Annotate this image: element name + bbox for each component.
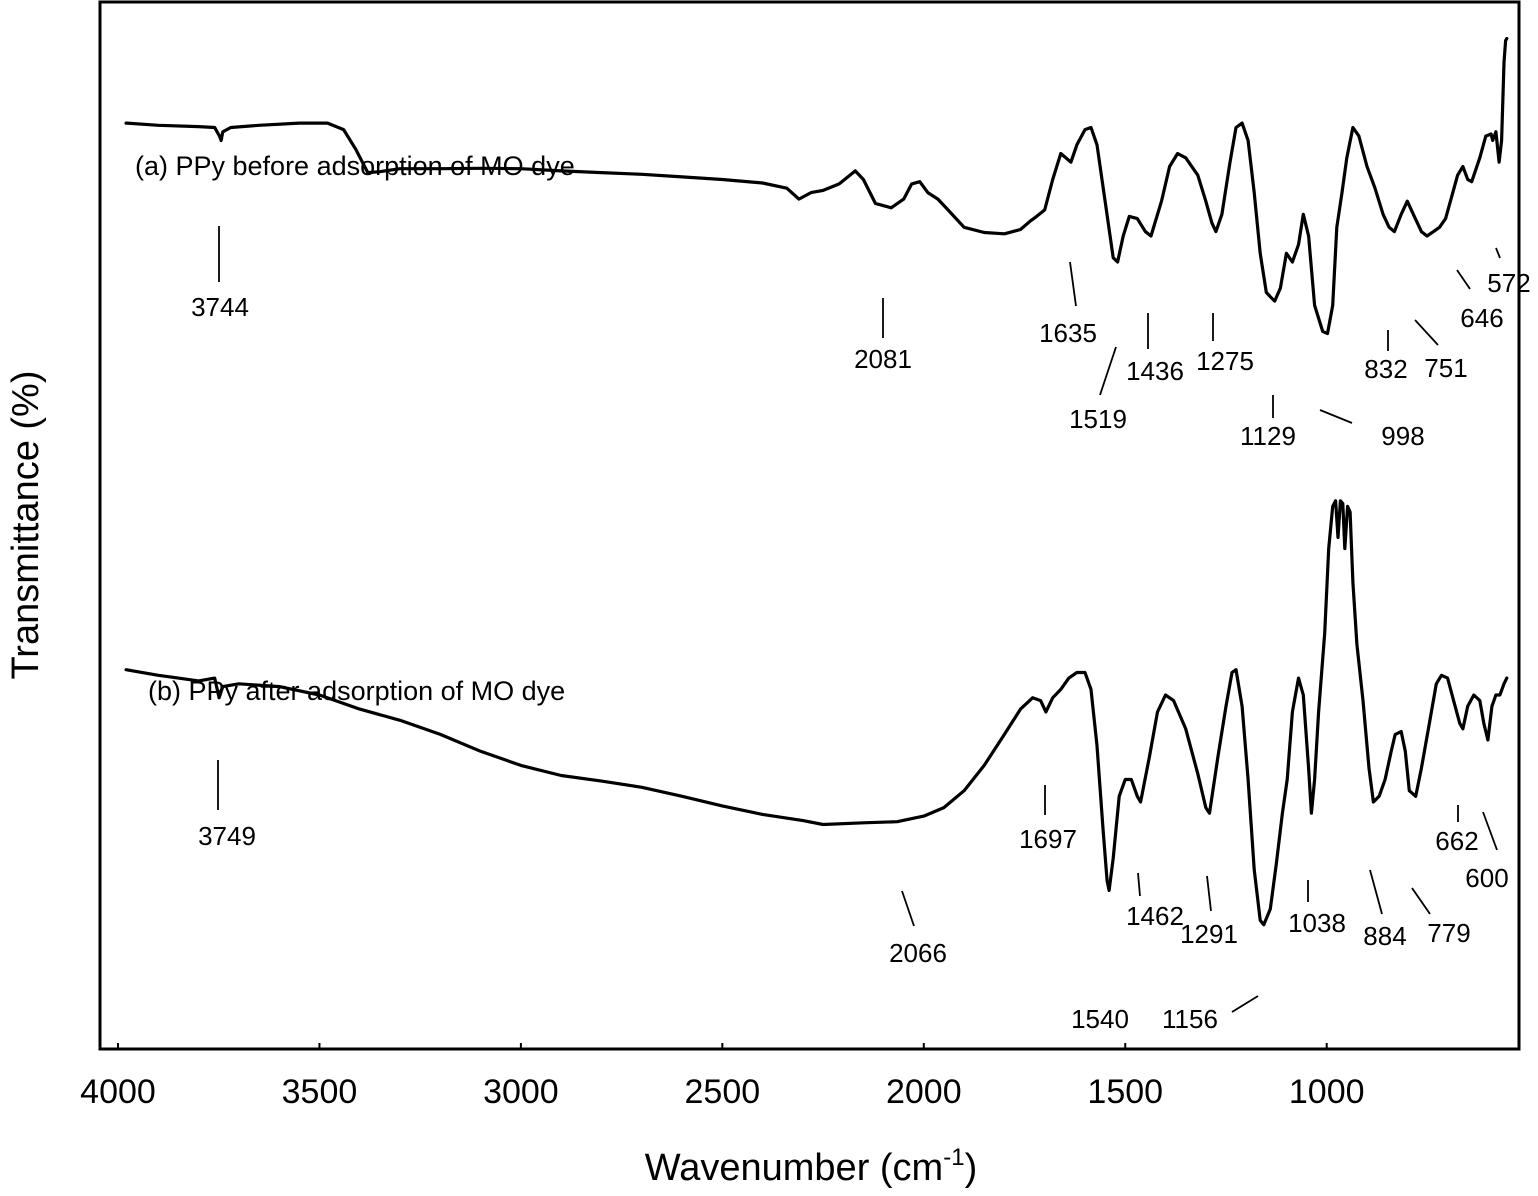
series-a: (a) PPy before adsorption of MO dye 3744… [124,36,1531,451]
peak-label-2081: 2081 [854,344,912,374]
leader-779 [1411,887,1431,915]
peak-label-646: 646 [1460,303,1503,333]
leader-884 [1369,869,1383,915]
series-a-line [124,36,1509,336]
x-tick-label-2000: 2000 [886,1073,962,1111]
series-b-peaks: 3749 2066 1697 1540 1462 1291 1156 1038 … [198,760,1509,1034]
leader-646 [1456,269,1471,290]
series-b-line [124,499,1509,927]
peak-label-751: 751 [1424,353,1467,383]
peak-label-884: 884 [1363,921,1406,951]
x-axis: 4000 3500 3000 2500 2000 1500 1000 [80,1043,1365,1111]
peak-label-832: 832 [1364,354,1407,384]
peak-label-1519: 1519 [1069,404,1127,434]
peak-label-662: 662 [1435,826,1478,856]
peak-label-3744: 3744 [191,292,249,322]
peak-label-1697: 1697 [1019,824,1077,854]
x-tick-label-4000: 4000 [80,1073,156,1111]
leader-751 [1414,319,1439,346]
x-tick-label-2500: 2500 [685,1073,761,1111]
peak-label-1635: 1635 [1039,318,1097,348]
peak-label-2066: 2066 [889,938,947,968]
x-axis-title-suffix: ) [965,1147,978,1189]
x-axis-title: Wavenumber (cm-1) [645,1144,977,1189]
series-a-peaks: 3744 2081 1635 1519 1436 1275 1129 998 8… [191,226,1531,451]
leader-2066 [901,890,915,927]
series-b-label: (b) PPy after adsorption of MO dye [148,676,565,706]
peak-label-3749: 3749 [198,821,256,851]
peak-label-779: 779 [1427,918,1470,948]
peak-label-1436: 1436 [1126,356,1184,386]
x-tick-label-1000: 1000 [1289,1073,1365,1111]
leader-1635 [1069,261,1077,307]
leader-1156 [1231,995,1259,1013]
peak-label-1038: 1038 [1288,908,1346,938]
peak-label-1156: 1156 [1162,1004,1218,1034]
series-a-label: (a) PPy before adsorption of MO dye [135,151,575,181]
peak-label-1291: 1291 [1180,919,1238,949]
peak-label-998: 998 [1381,421,1424,451]
leader-572 [1495,247,1501,259]
series-b: (b) PPy after adsorption of MO dye 3749 … [124,499,1509,1034]
leader-1291 [1206,875,1212,912]
plot-frame [98,0,1521,1051]
x-axis-title-superscript: -1 [943,1144,964,1171]
leader-1519 [1099,346,1117,396]
peak-label-1540: 1540 [1071,1004,1129,1034]
peak-label-600: 600 [1465,863,1508,893]
peak-label-1129: 1129 [1240,421,1296,451]
leader-600 [1482,811,1498,851]
x-tick-label-1500: 1500 [1087,1073,1163,1111]
peak-label-1462: 1462 [1126,901,1184,931]
x-tick-label-3000: 3000 [483,1073,559,1111]
y-axis-title: Transmittance (%) [5,371,47,680]
x-axis-title-main: Wavenumber (cm [645,1147,943,1189]
leader-1462 [1137,872,1141,897]
leader-998 [1319,409,1353,424]
peak-label-1275: 1275 [1196,346,1254,376]
x-tick-label-3500: 3500 [282,1073,358,1111]
peak-label-572: 572 [1487,268,1530,298]
